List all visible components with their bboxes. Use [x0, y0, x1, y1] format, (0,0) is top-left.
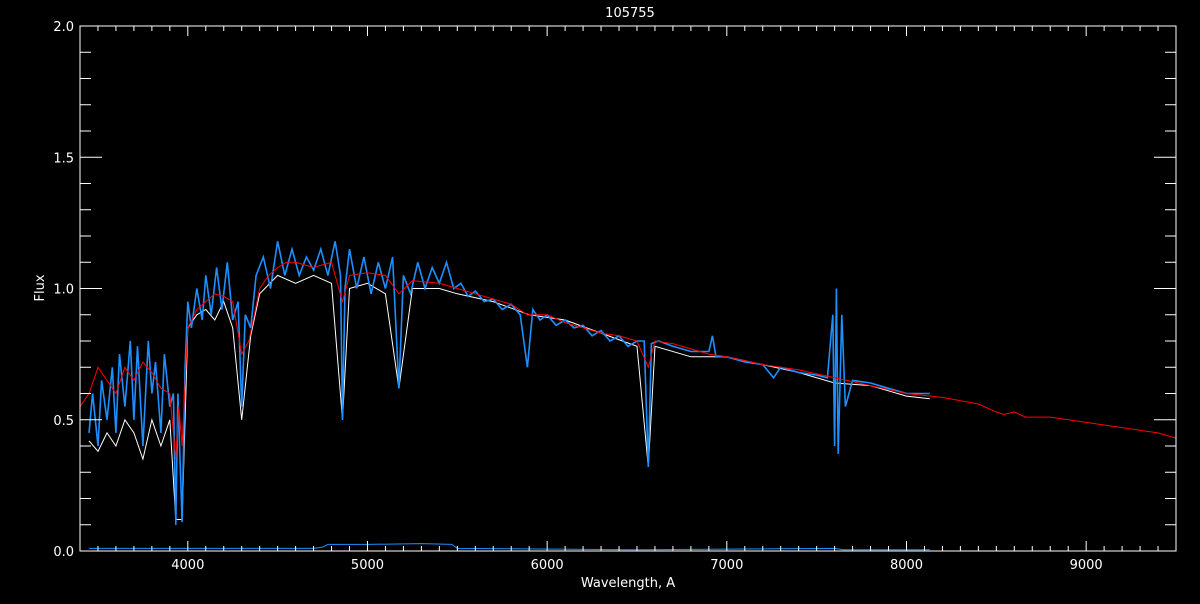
- plot-frame: [79, 25, 1177, 552]
- series-line-0: [88, 274, 930, 520]
- axes: 4000 5000 6000 7000 8000 9000 0.0 0.5 1.0 1.5 2.0: [53, 20, 1177, 573]
- y-tick-label: 2.0: [53, 20, 74, 35]
- y-tick-label: 1.5: [53, 151, 74, 166]
- series-line-1: [88, 241, 930, 525]
- y-axis-label: Flux: [33, 274, 48, 301]
- x-tick-label: 6000: [531, 558, 564, 573]
- x-tick-label: 5000: [351, 558, 384, 573]
- y-tick-label: 1.0: [53, 283, 74, 298]
- series-line-3: [89, 543, 930, 551]
- y-tick-label: 0.0: [53, 545, 74, 560]
- x-tick-label: 9000: [1070, 558, 1103, 573]
- chart-title: 105755: [605, 6, 655, 21]
- plot-series: [79, 241, 1177, 551]
- series-line-2: [79, 261, 1177, 460]
- x-tick-label: 8000: [890, 558, 923, 573]
- x-tick-label: 7000: [710, 558, 743, 573]
- y-tick-label: 0.5: [53, 414, 74, 429]
- x-axis-label: Wavelength, A: [581, 576, 675, 591]
- x-tick-label: 4000: [171, 558, 204, 573]
